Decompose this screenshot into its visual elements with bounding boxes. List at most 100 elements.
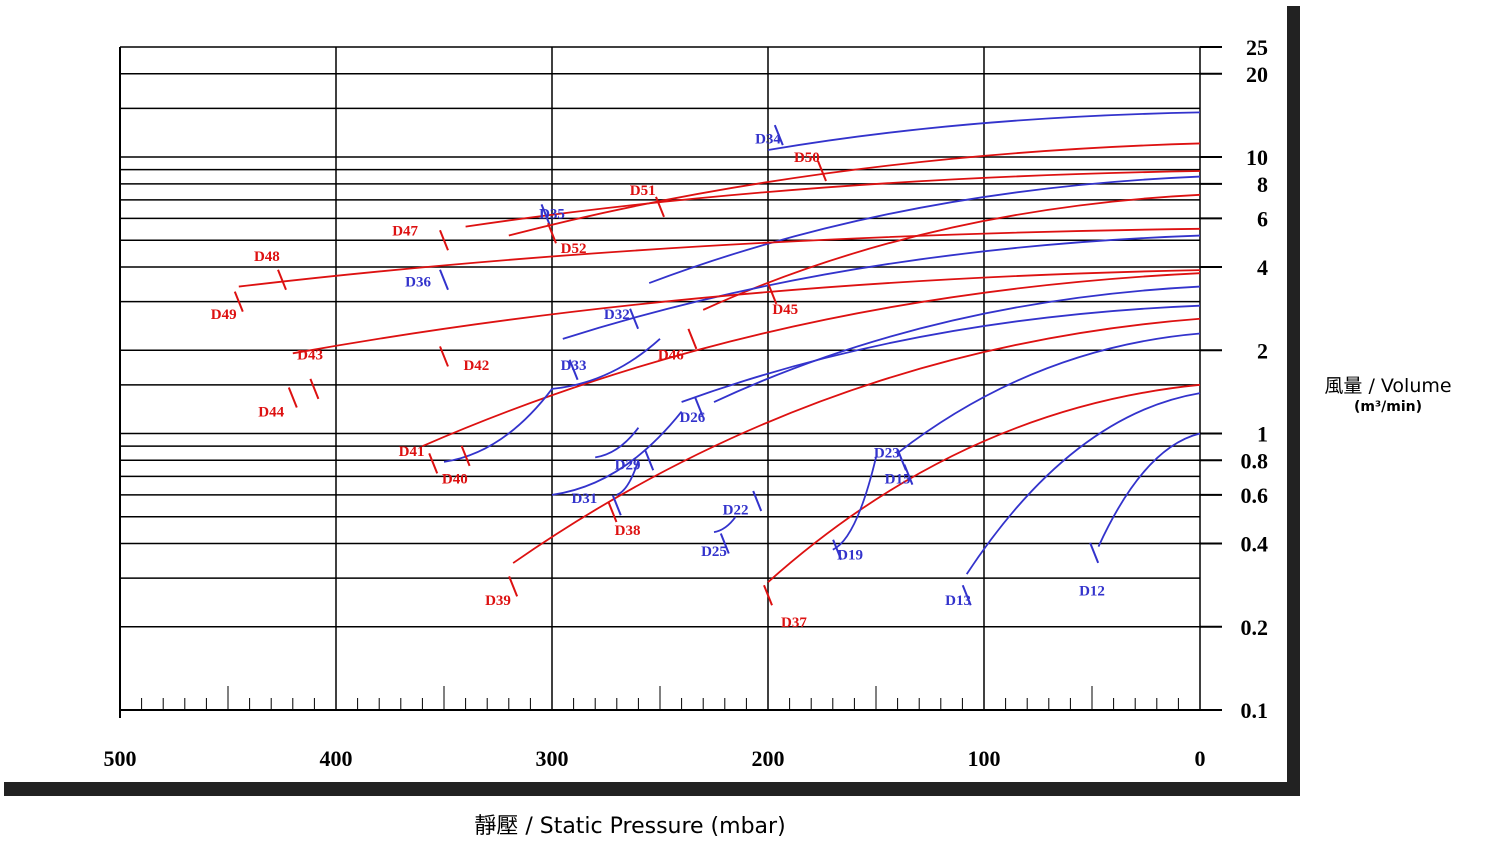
- performance-curve: [1097, 432, 1201, 547]
- curve-end-mark: [607, 501, 618, 523]
- curve-end-mark: [277, 269, 287, 291]
- performance-curve: [551, 411, 683, 496]
- y-tick-label: 20: [1246, 62, 1268, 87]
- y-tick-label: 0.6: [1241, 483, 1269, 508]
- curve-end-mark: [629, 308, 640, 330]
- curve-end-mark: [763, 584, 773, 606]
- curve-label-d29: D29: [615, 458, 641, 474]
- curve-label-d26: D26: [679, 410, 705, 426]
- y-tick-label: 6: [1257, 206, 1268, 231]
- curve-end-mark: [903, 464, 914, 486]
- curve-end-mark: [611, 494, 622, 516]
- curve-label-d46: D46: [658, 348, 684, 364]
- curve-label-d48: D48: [254, 249, 280, 265]
- performance-curve: [702, 193, 1201, 311]
- x-tick-label: 400: [320, 746, 353, 771]
- curve-end-mark: [655, 196, 665, 218]
- curve-label-d51: D51: [630, 183, 656, 199]
- curve-end-mark: [961, 584, 972, 606]
- curve-label-d41: D41: [399, 444, 425, 460]
- performance-curve: [681, 304, 1201, 403]
- performance-curve: [713, 285, 1201, 403]
- curve-label-d32: D32: [604, 307, 630, 323]
- curve-label-d25: D25: [701, 544, 727, 560]
- curve-label-d15: D15: [885, 471, 911, 487]
- x-tick-label: 200: [752, 746, 785, 771]
- curve-end-mark: [817, 160, 827, 182]
- performance-curve: [648, 175, 1201, 284]
- y-tick-label: 1: [1257, 422, 1268, 447]
- curve-label-d44: D44: [258, 405, 284, 421]
- y-tick-label: 8: [1257, 172, 1268, 197]
- x-tick-label: 300: [536, 746, 569, 771]
- performance-curve: [595, 427, 640, 459]
- curve-end-mark: [693, 396, 704, 418]
- curve-label-d19: D19: [837, 548, 863, 564]
- x-tick-label: 0: [1195, 746, 1206, 771]
- curve-end-mark: [233, 291, 244, 312]
- curve-label-d22: D22: [723, 502, 749, 518]
- curve-label-d45: D45: [772, 302, 798, 318]
- curve-end-mark: [428, 452, 439, 474]
- curve-end-mark: [287, 387, 298, 408]
- curve-end-mark: [1089, 542, 1100, 564]
- curve-label-d38: D38: [615, 523, 641, 539]
- curve-end-mark: [644, 449, 655, 471]
- curve-label-d42: D42: [463, 358, 489, 374]
- performance-curve: [832, 457, 877, 551]
- curve-label-d49: D49: [211, 307, 237, 323]
- y-tick-label: 0.2: [1241, 615, 1269, 640]
- curve-label-d47: D47: [392, 224, 418, 240]
- performance-curve: [767, 383, 1201, 583]
- chart-frame: D34 D50 D51 D35 D47 D52 D48 D36 D49 D45 D32 D46 D43 D…: [4, 6, 1300, 796]
- curve-end-mark: [508, 575, 519, 597]
- y-tick-label: 0.8: [1241, 448, 1269, 473]
- y-axis-label: 風量 / Volume (m³/min): [1318, 374, 1458, 416]
- y-axis-title: 風量 / Volume: [1324, 375, 1452, 397]
- curve-label-d52: D52: [561, 241, 587, 257]
- curve-end-mark: [767, 283, 778, 305]
- curve-label-d36: D36: [405, 275, 431, 291]
- curve-label-d50: D50: [794, 150, 820, 166]
- curve-end-mark: [460, 445, 471, 467]
- curve-label-d13: D13: [945, 593, 971, 609]
- performance-curve: [551, 338, 661, 390]
- y-tick-label: 10: [1246, 145, 1268, 170]
- y-tick-label: 4: [1257, 255, 1268, 280]
- curve-end-mark: [439, 269, 449, 291]
- performance-curve: [465, 170, 1201, 228]
- performance-curve: [292, 269, 1201, 355]
- performance-curve: [767, 111, 1201, 151]
- curve-end-mark: [439, 229, 449, 251]
- curve-end-mark: [773, 124, 784, 146]
- performance-curve: [238, 227, 1201, 288]
- curve-label-d39: D39: [485, 593, 511, 609]
- performance-curve: [713, 516, 737, 533]
- performance-curve: [616, 460, 640, 496]
- curve-label-d40: D40: [442, 471, 468, 487]
- y-tick-label: 0.4: [1241, 532, 1269, 557]
- curve-end-mark: [752, 490, 763, 512]
- curve-end-mark: [439, 346, 449, 367]
- y-tick-label: 25: [1246, 35, 1268, 60]
- x-axis-label: 靜壓 / Static Pressure (mbar): [474, 814, 786, 839]
- curve-end-mark: [540, 204, 551, 225]
- performance-curve: [965, 392, 1201, 575]
- curve-end-mark: [568, 359, 579, 381]
- curve-label-d12: D12: [1079, 583, 1105, 599]
- x-tick-label: 100: [968, 746, 1001, 771]
- y-tick-label: 2: [1257, 338, 1268, 363]
- curve-label-d43: D43: [297, 348, 323, 364]
- performance-curve: [508, 142, 1201, 237]
- curve-end-mark: [309, 378, 320, 400]
- performance-curve: [512, 317, 1201, 564]
- curve-label-d33: D33: [561, 358, 587, 374]
- curve-end-mark: [719, 533, 730, 554]
- curve-label-d35: D35: [539, 206, 565, 222]
- y-axis-unit: (m³/min): [1354, 399, 1422, 415]
- curve-end-mark: [687, 328, 698, 350]
- curve-label-d31: D31: [571, 491, 597, 507]
- curve-end-mark: [832, 539, 843, 561]
- performance-curve: [897, 332, 1201, 454]
- curve-label-d37: D37: [781, 615, 807, 631]
